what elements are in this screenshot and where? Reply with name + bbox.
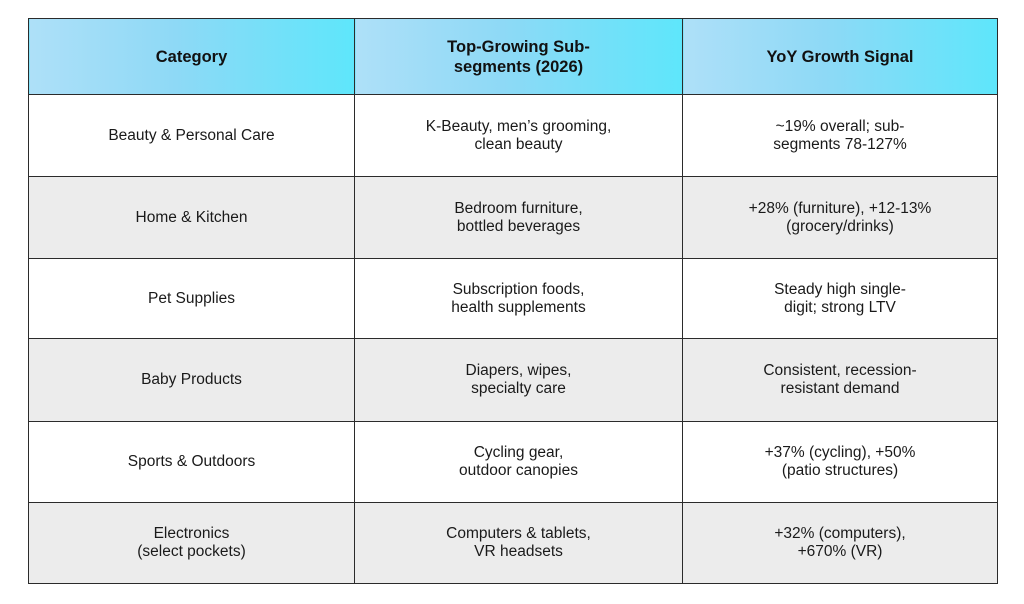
header-growth: YoY Growth Signal [682,18,998,95]
category-cell: Sports & Outdoors [28,421,355,503]
category-cell: Electronics (select pockets) [28,502,355,584]
table-row: Pet Supplies Subscription foods, health … [28,258,998,339]
table-body: Beauty & Personal Care K-Beauty, men’s g… [28,94,998,584]
growth-cell: +37% (cycling), +50% (patio structures) [682,421,998,503]
table-row: Beauty & Personal Care K-Beauty, men’s g… [28,94,998,177]
subsegments-cell: K-Beauty, men’s grooming, clean beauty [354,94,683,177]
category-cell: Baby Products [28,338,355,422]
table-row: Sports & Outdoors Cycling gear, outdoor … [28,421,998,503]
category-cell: Pet Supplies [28,258,355,339]
growth-cell: Steady high single- digit; strong LTV [682,258,998,339]
growth-table: Category Top-Growing Sub- segments (2026… [28,18,998,584]
growth-cell: +28% (furniture), +12-13% (grocery/drink… [682,176,998,259]
subsegments-cell: Computers & tablets, VR headsets [354,502,683,584]
category-cell: Home & Kitchen [28,176,355,259]
subsegments-cell: Diapers, wipes, specialty care [354,338,683,422]
growth-cell: Consistent, recession- resistant demand [682,338,998,422]
header-category: Category [28,18,355,95]
subsegments-cell: Subscription foods, health supplements [354,258,683,339]
subsegments-cell: Bedroom furniture, bottled beverages [354,176,683,259]
category-cell: Beauty & Personal Care [28,94,355,177]
table-row: Home & Kitchen Bedroom furniture, bottle… [28,176,998,259]
growth-cell: +32% (computers), +670% (VR) [682,502,998,584]
table-row: Electronics (select pockets) Computers &… [28,502,998,584]
growth-table-container: Category Top-Growing Sub- segments (2026… [28,18,998,584]
header-row: Category Top-Growing Sub- segments (2026… [28,18,998,95]
header-subsegments: Top-Growing Sub- segments (2026) [354,18,683,95]
table-row: Baby Products Diapers, wipes, specialty … [28,338,998,422]
table-header: Category Top-Growing Sub- segments (2026… [28,18,998,95]
subsegments-cell: Cycling gear, outdoor canopies [354,421,683,503]
growth-cell: ~19% overall; sub- segments 78-127% [682,94,998,177]
